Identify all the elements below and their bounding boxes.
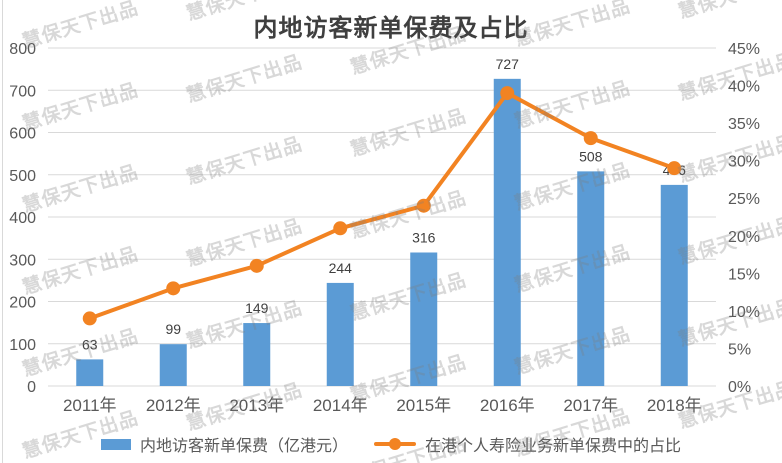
bar-2011年: [76, 359, 104, 386]
right-axis-tick: 45%: [728, 41, 760, 58]
line-marker-2012年: [166, 281, 181, 296]
line-marker-2016年: [500, 86, 515, 101]
left-axis-tick: 100: [9, 337, 36, 354]
x-axis-category-label: 2015年: [396, 396, 451, 415]
chart-title: 内地访客新单保费及占比: [253, 15, 529, 42]
x-axis-category-label: 2012年: [146, 396, 201, 415]
share-trend-line: [87, 91, 677, 321]
bar-series-legend-label: 内地访客新单保费（亿港元）: [139, 438, 348, 455]
left-axis-tick: 400: [9, 210, 36, 227]
chart-legend: 内地访客新单保费（亿港元） 在港个人寿险业务新单保费中的占比: [0, 430, 782, 458]
bar-2014年: [326, 282, 354, 386]
bar-2013年: [243, 323, 271, 386]
line-marker-2015年: [416, 198, 431, 213]
left-axis-tick: 200: [9, 295, 36, 312]
right-axis-tick: 15%: [728, 266, 760, 283]
line-marker-dot-icon: [389, 438, 401, 450]
line-marker-2017年: [583, 131, 598, 146]
bar-value-label: 316: [412, 229, 436, 245]
bar-value-label: 63: [82, 336, 98, 352]
line-marker-2014年: [333, 221, 348, 236]
bar-series-swatch: [100, 438, 131, 450]
bar-2018年: [660, 184, 688, 386]
x-axis-category-label: 2018年: [647, 396, 702, 415]
bar-value-label: 727: [496, 56, 520, 72]
left-axis-tick: 0: [27, 379, 36, 396]
right-axis-tick: 0%: [728, 379, 751, 396]
left-axis-tick: 600: [9, 126, 36, 143]
left-axis-tick: 300: [9, 252, 36, 269]
bar-value-label: 244: [329, 260, 353, 276]
right-axis-tick: 25%: [728, 191, 760, 208]
left-axis-tick: 800: [9, 41, 36, 58]
x-axis-category-label: 2017年: [563, 396, 618, 415]
legend-item-bar-series: 内地访客新单保费（亿港元）: [100, 432, 348, 456]
x-axis-category-label: 2011年: [63, 396, 117, 415]
line-marker-2018年: [667, 161, 682, 176]
right-axis-tick: 35%: [728, 116, 760, 133]
left-axis-tick: 500: [9, 168, 36, 185]
bar-2012年: [159, 344, 187, 386]
right-axis-tick: 20%: [728, 229, 760, 246]
bar-value-label: 508: [579, 148, 603, 164]
bar-value-label: 149: [245, 300, 269, 316]
bar-2015年: [410, 252, 438, 386]
bar-2016年: [493, 78, 521, 386]
line-marker-2011年: [82, 311, 97, 326]
bar-2017年: [577, 171, 605, 386]
x-axis-category-label: 2013年: [229, 396, 284, 415]
left-edge-line: [2, 0, 3, 463]
right-axis-tick: 5%: [728, 341, 751, 358]
right-axis-tick: 30%: [728, 154, 760, 171]
legend-item-line-series: 在港个人寿险业务新单保费中的占比: [374, 432, 681, 456]
right-axis-tick: 40%: [728, 79, 760, 96]
left-axis-tick: 700: [9, 83, 36, 100]
right-axis-tick: 10%: [728, 304, 760, 321]
bar-value-label: 99: [165, 321, 181, 337]
line-marker-2013年: [249, 258, 264, 273]
x-axis-category-label: 2016年: [480, 396, 535, 415]
line-series-swatch: [374, 438, 416, 450]
x-axis-category-label: 2014年: [313, 396, 368, 415]
line-series-legend-label: 在港个人寿险业务新单保费中的占比: [425, 438, 682, 455]
